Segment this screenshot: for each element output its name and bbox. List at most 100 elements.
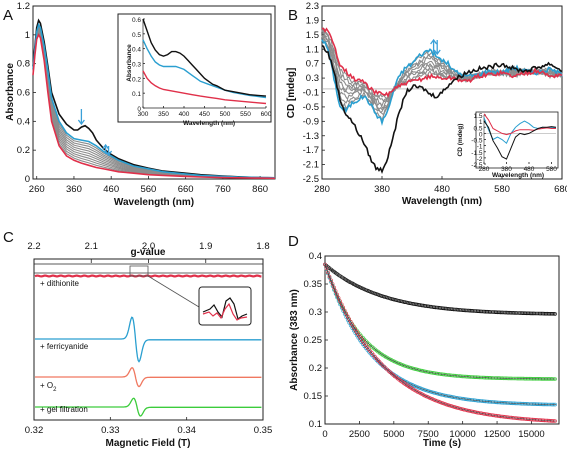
panel-d-x-tick-label: 15000 [518,429,544,440]
panel-a-x-tick-label: 560 [140,184,156,195]
panel-c-x-tick-label: 0.33 [101,425,120,436]
panel-a-arrows [77,109,113,157]
panel-a-y-tick-label: 0.4 [17,116,30,127]
panel-a-trace-blue [32,22,276,179]
panel-a-inset-y-axis-label: Absorbance [126,44,133,82]
panel-d-fit-red [324,264,557,422]
panel-c-trace-label: + dithionite [40,279,79,288]
panel-a-inset-x-ticks: 300 350 400 450 500 550 600 [138,106,272,118]
panel-b-inset-x-tick-label: 280 [479,166,490,173]
panel-d-x-ticks: 0 2500 5000 7500 10000 12500 15000 [322,421,545,440]
panel-d-point-red [339,302,344,307]
panel-b-inset-y-tick-label: -2.5 [471,162,483,169]
panel-c-x-tick-label: 0.35 [254,425,273,436]
panel-c-top-tick-label: 2.0 [142,241,155,252]
panel-c-zoom-trace-red [202,302,248,321]
panel-b-y-tick-label: 1.1 [306,44,319,55]
panel-b-trace-black [321,45,563,174]
panel-b-x-ticks: 280 380 480 580 680 [314,176,567,195]
panel-b-x-tick-label: 380 [374,184,390,195]
panel-b-arrow-up-head [430,38,438,45]
panel-b-series [321,27,563,174]
panel-a-y-tick-label: 0 [25,174,30,185]
panel-d-point-red [444,402,448,407]
panel-a-x-tick-label: 360 [66,184,82,195]
panel-c-x-tick-label: 0.34 [177,425,196,436]
panel-d-point-red [344,311,349,316]
panel-b-inset-y-tick-label: -1.5 [471,150,483,157]
panel-d-point-blue [417,385,421,390]
panel-d-point-red [441,401,445,406]
panel-d-fit-green [324,264,557,380]
panel-a-inset-y-ticks: 0 0.1 0.2 0.3 0.4 0.5 0.6 [132,17,145,113]
panel-a-y-tick-label: 0.6 [17,88,30,99]
panel-d-y-tick-label: 0.1 [309,419,322,430]
panel-a-arrow-down-head [77,119,85,126]
panel-a-x-tick-label: 460 [103,184,119,195]
panel-d-x-tick-label: 7500 [418,429,439,440]
panel-d-point-black [379,293,383,298]
panel-d-point-red [324,266,329,271]
panel-a-uv-vis: 260 360 460 560 660 760 860 00.20.40.60.811.2 … [5,1,276,208]
panel-c-trace-labels: + dithionite + ferricyanide + O2 + gel filt… [40,279,89,414]
panel-label-b: B [288,7,298,24]
panel-c-trace-salmon [35,367,262,388]
panel-d-x-axis-label: Time (s) [423,438,461,449]
panel-d-point-red [332,285,336,290]
panel-d-point-red [329,278,333,283]
panel-c-x-ticks: 0.32 0.33 0.34 0.35 [25,417,273,436]
panel-d-y-tick-label: 0.25 [304,335,323,346]
panel-b-cd: 280 380 480 580 680 2.3 1.9 1.5 1.1 0.7 0.3 -0.1 -0… [286,1,567,207]
panel-b-y-tick-label: -1.7 [303,145,319,156]
panel-a-y-tick-label: 0.8 [17,59,30,70]
panel-d-point-blue [421,387,426,392]
panel-d-point-red [341,305,346,310]
panel-d-point-red [342,308,347,313]
panel-b-y-axis-label: CD [mdeg] [286,68,297,119]
panel-c-trace-label-subscript: 2 [53,387,57,393]
panel-a-y-tick-label: 0.2 [17,145,30,156]
panel-d-y-axis-label: Absorbance (383 nm) [289,289,300,391]
panel-label-a: A [3,7,13,24]
panel-c-x-axis-label: Magnetic Field (T) [106,438,191,449]
panel-a-y-tick-label: 1 [25,30,30,41]
panel-d-point-red [333,289,338,293]
panel-b-x-tick-label: 580 [494,184,510,195]
panel-b-y-tick-label: -0.1 [303,88,319,99]
panel-d-x-tick-label: 5000 [383,429,404,440]
panel-a-inset-x-tick-label: 350 [158,111,169,118]
panel-d-x-tick-label: 12500 [484,429,510,440]
panel-d-point-green [403,364,408,368]
panel-d-y-tick-label: 0.15 [304,391,323,402]
panel-d-series [323,262,557,423]
panel-b-y-tick-label: 1.9 [306,15,319,26]
panel-a-x-ticks: 260 360 460 560 660 760 860 [29,176,268,195]
panel-a-inset-x-axis-label: Wavelength (nm) [183,120,235,127]
panel-a-inset-x-tick-label: 600 [261,111,272,118]
panel-b-inset-series [483,113,557,160]
panel-a-inset-y-tick-label: 0.4 [132,47,141,54]
panel-b-arrow-down-head [433,49,441,56]
panel-c-trace-blue [35,316,262,363]
panel-a-y-tick-label: 1.2 [17,1,30,12]
panel-b-x-tick-label: 480 [434,184,450,195]
panel-b-y-tick-label: -0.9 [303,116,319,127]
panel-d-point-blue [423,388,427,392]
panel-a-inset-trace-black [142,18,267,97]
panel-c-trace-label: + gel filtration [40,405,88,414]
panel-c-top-axis-label: g-value [130,247,165,258]
panel-d-point-red [338,299,342,304]
panel-b-y-tick-label: -2.5 [303,174,319,185]
panel-b-x-tick-label: 280 [314,184,330,195]
panel-d-y-ticks: 0.1 0.15 0.2 0.25 0.3 0.35 0.4 [304,251,328,430]
panel-d-point-red [348,319,353,324]
panel-b-intermediate-trace [321,35,563,116]
panel-d-point-black [374,292,379,296]
panel-a-inset-x-tick-label: 550 [240,111,251,118]
panel-d-point-red [445,403,450,407]
panel-b-inset-trace-red [483,113,556,136]
panel-d-point-red [336,296,341,300]
panel-d-point-black [370,290,374,295]
panel-a-y-axis-label: Absorbance [5,63,16,121]
